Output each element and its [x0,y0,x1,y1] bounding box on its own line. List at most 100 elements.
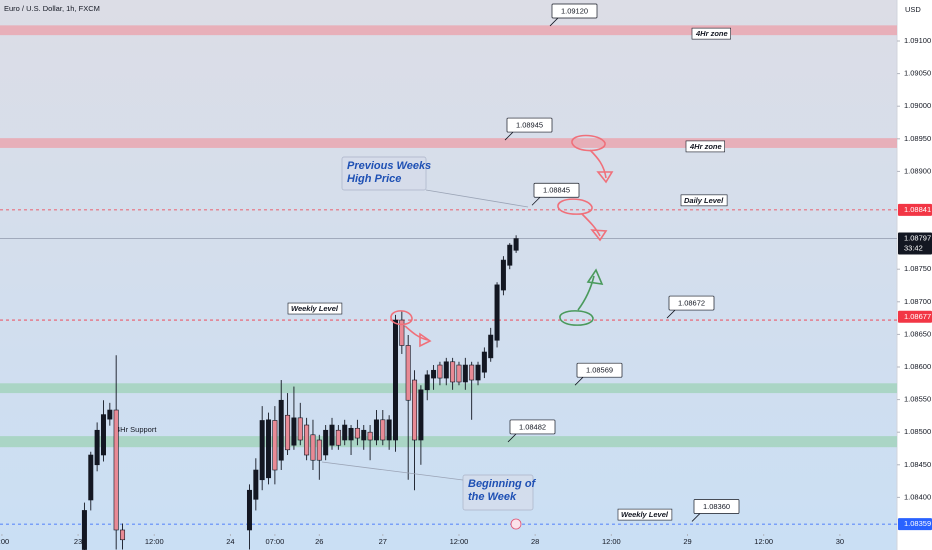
y-tick-label: 1.09100 [904,36,931,45]
drawn-arrowhead [419,332,432,348]
candle-body [373,419,379,441]
drawn-arrow [571,134,607,179]
price-axis-panel [897,0,932,550]
candle-body [412,379,418,441]
note-text: Beginning of [468,478,537,490]
candle-body [405,345,411,401]
candle-body [462,364,468,383]
drawn-arrowhead [590,229,608,242]
note-text: Previous Weeks [347,160,431,172]
callout-label: 1.08569 [586,366,613,375]
candle-body [94,429,100,466]
callout-box [576,362,623,378]
level-label: Weekly Level [621,510,669,519]
candle-body [418,389,424,441]
candle-body [386,419,392,441]
candle-body [431,369,437,379]
level-label-box [680,194,728,207]
x-tick-label: 12:00 [602,537,621,546]
callout-pointer [549,17,559,27]
x-tick-label: 12:00 [450,537,469,546]
drawn-arrow [390,310,429,341]
candle-body [500,259,506,291]
drawn-arrowhead [586,268,604,285]
candle-body [323,429,329,456]
candle-body [488,334,494,359]
drawn-arrow [557,198,601,237]
axis-tag [898,232,932,255]
candle-body [100,414,106,456]
candle-body [494,284,500,341]
candle-body [513,238,519,251]
x-tick-label: 28 [531,537,539,546]
callout-pointer [504,131,514,141]
level-label: Weekly Level [291,304,339,313]
y-tick-label: 1.08600 [904,362,931,371]
y-tick-label: 1.08750 [904,264,931,273]
candle-body [335,429,341,446]
level-label-box [287,302,343,315]
chart-title: Euro / U.S. Dollar, 1h, FXCM [4,4,100,13]
y-tick-label: 1.08450 [904,460,931,469]
callout-pointer [691,513,701,522]
axis-tag-label: 1.08797 [904,234,931,243]
callout-pointer [666,309,676,319]
candle-body [310,434,316,461]
zone [0,383,897,394]
callout-box [509,419,556,435]
x-tick-label: 29 [683,537,691,546]
level-label: Daily Level [684,196,724,205]
note-text: the Week [468,491,517,503]
candle-body [120,529,126,541]
axis-tag-label: 1.08841 [904,205,931,214]
callout-box [533,182,580,198]
level-label-box [617,508,673,521]
plot-background [0,0,897,550]
x-tick-label: 12:00 [145,537,164,546]
candle-body [297,417,303,441]
callout-box [693,499,740,514]
axis-tag [898,518,932,531]
candle-body [367,431,373,441]
candle-body [272,420,278,471]
candle-body [392,319,398,441]
candle-body [81,510,87,550]
callout-box [668,295,715,311]
note-box [462,474,534,511]
candle-body [88,454,94,501]
axis-tag-countdown: 33:42 [904,244,923,253]
candle-body [259,420,265,481]
candle-body [278,399,284,461]
candle-body [246,489,252,531]
zone [0,436,897,448]
candle-body [469,364,475,381]
candle-body [456,364,462,383]
drawn-arrow [559,275,595,326]
candle-body [107,409,113,420]
callout-label: 1.08672 [678,299,705,308]
candle-body [450,361,456,383]
level-label-box [685,140,725,153]
y-tick-label: 1.08650 [904,329,931,338]
x-tick-label: 30 [836,537,844,546]
callout-label: 1.08360 [703,502,730,511]
x-tick-label: 27 [379,537,387,546]
candle-body [285,414,291,451]
y-tick-label: 1.09050 [904,69,931,78]
y-tick-label: 1.09000 [904,101,931,110]
axis-tag [898,310,932,323]
y-tick-label: 1.08950 [904,134,931,143]
candle-body [342,424,348,441]
candle-body [329,424,335,446]
note-box [341,156,427,191]
level-label: 4Hr zone [689,142,722,151]
axis-tag [898,203,932,216]
y-tick-label: 1.08400 [904,492,931,501]
x-tick-label: 2:00 [0,537,9,546]
y-tick-label: 1.08500 [904,427,931,436]
candle-body [253,469,259,500]
level-label: 4Hr Support [116,425,157,434]
candle-body [113,409,119,531]
currency-label: USD [905,5,921,14]
event-icon[interactable] [510,518,522,530]
